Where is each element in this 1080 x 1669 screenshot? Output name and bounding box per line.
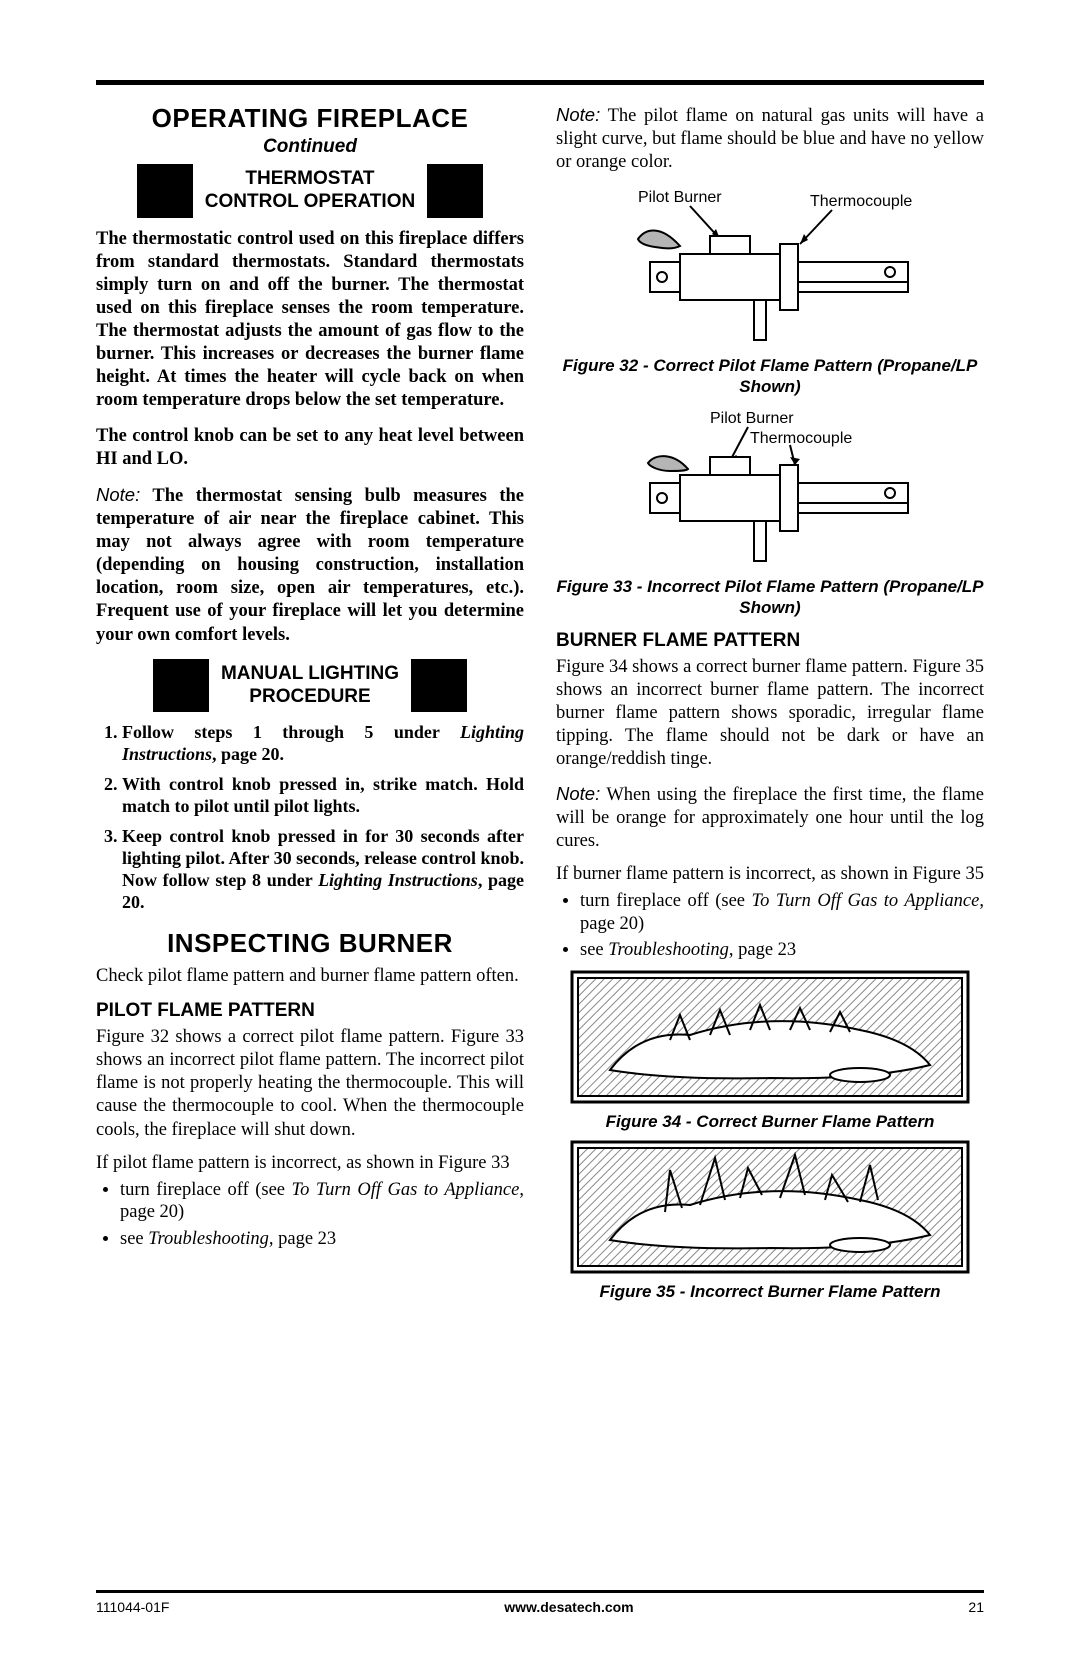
i: Lighting Instructions [318, 870, 478, 890]
t2: , page 20. [212, 744, 284, 764]
t2: , page 23 [729, 940, 796, 960]
t: turn fireplace off (see [120, 1180, 292, 1200]
footer-pagenum: 21 [968, 1599, 984, 1615]
thermo-note: Note: The thermostat sensing bulb measur… [96, 483, 524, 647]
black-box-left-2 [153, 659, 209, 713]
heading-thermostat-text: THERMOSTAT CONTROL OPERATION [193, 164, 427, 218]
line1: MANUAL LIGHTING [221, 663, 399, 684]
page-columns: OPERATING FIREPLACE Continued THERMOSTAT… [96, 103, 984, 1309]
pilot-para-1: Figure 32 shows a correct pilot flame pa… [96, 1026, 524, 1142]
right-top-note: Note: The pilot flame on natural gas uni… [556, 103, 984, 174]
footer-docnum: 111044-01F [96, 1599, 169, 1615]
line2: CONTROL OPERATION [205, 191, 415, 212]
step-2: With control knob pressed in, strike mat… [122, 774, 524, 818]
heading-pilot-flame: PILOT FLAME PATTERN [96, 1000, 524, 1022]
page-footer: 111044-01F www.desatech.com 21 [96, 1590, 984, 1615]
footer-url: www.desatech.com [504, 1599, 633, 1615]
figure-32-caption: Figure 32 - Correct Pilot Flame Pattern … [556, 356, 984, 397]
footer-rule [96, 1590, 984, 1593]
figure-33: Pilot Burner Thermocouple [556, 405, 984, 618]
heading-operating: OPERATING FIREPLACE [96, 103, 524, 134]
black-box-right [427, 164, 483, 218]
label-tc: Thermocouple [810, 193, 912, 210]
t: see [580, 940, 608, 960]
footer-row: 111044-01F www.desatech.com 21 [96, 1599, 984, 1615]
t2: , page 23 [269, 1229, 336, 1249]
manual-steps: Follow steps 1 through 5 under Lighting … [96, 722, 524, 914]
figure-35-caption: Figure 35 - Incorrect Burner Flame Patte… [556, 1282, 984, 1302]
pilot-bullets: turn fireplace off (see To Turn Off Gas … [96, 1179, 524, 1251]
pilot-bullet-2: see Troubleshooting, page 23 [120, 1228, 524, 1251]
burner-note: Note: When using the fireplace the first… [556, 782, 984, 853]
i: Troubleshooting [148, 1229, 269, 1249]
note-lead: Note: [556, 104, 600, 125]
figure-33-caption: Figure 33 - Incorrect Pilot Flame Patter… [556, 577, 984, 618]
figure-34-caption: Figure 34 - Correct Burner Flame Pattern [556, 1112, 984, 1132]
i: Troubleshooting [608, 940, 729, 960]
thermo-para-1: The thermostatic control used on this fi… [96, 228, 524, 413]
i: To Turn Off Gas to Appliance [752, 891, 980, 911]
figure-35: Figure 35 - Incorrect Burner Flame Patte… [556, 1140, 984, 1302]
pilot-diagram-correct: Pilot Burner Thermocouple [590, 184, 950, 354]
pilot-para-2: If pilot flame pattern is incorrect, as … [96, 1152, 524, 1175]
right-column: Note: The pilot flame on natural gas uni… [556, 103, 984, 1309]
continued-label: Continued [96, 136, 524, 158]
line1: THERMOSTAT [245, 168, 374, 189]
inspect-para: Check pilot flame pattern and burner fla… [96, 965, 524, 988]
top-rule [96, 80, 984, 85]
label-pilot: Pilot Burner [710, 410, 794, 427]
note-body: The thermostat sensing bulb measures the… [96, 486, 524, 645]
note-lead: Note: [96, 484, 140, 505]
figure-34: Figure 34 - Correct Burner Flame Pattern [556, 970, 984, 1132]
heading-thermostat: THERMOSTAT CONTROL OPERATION [96, 164, 524, 218]
burner-para-1: Figure 34 shows a correct burner flame p… [556, 656, 984, 772]
burner-diagram-correct [570, 970, 970, 1110]
heading-burner-flame: BURNER FLAME PATTERN [556, 630, 984, 652]
left-column: OPERATING FIREPLACE Continued THERMOSTAT… [96, 103, 524, 1309]
label-tc: Thermocouple [750, 430, 852, 447]
label-pilot: Pilot Burner [638, 189, 722, 206]
burner-bullet-2: see Troubleshooting, page 23 [580, 939, 984, 962]
t: turn fireplace off (see [580, 891, 752, 911]
burner-para-2: If burner flame pattern is incorrect, as… [556, 863, 984, 886]
step-3: Keep control knob pressed in for 30 seco… [122, 826, 524, 914]
t: Follow steps 1 through 5 under [122, 722, 460, 742]
burner-bullets: turn fireplace off (see To Turn Off Gas … [556, 890, 984, 962]
line2: PROCEDURE [249, 686, 370, 707]
i: To Turn Off Gas to Appliance [292, 1180, 520, 1200]
heading-inspecting: INSPECTING BURNER [96, 928, 524, 959]
step-1: Follow steps 1 through 5 under Lighting … [122, 722, 524, 766]
black-box-right-2 [411, 659, 467, 713]
figure-32: Pilot Burner Thermocouple [556, 184, 984, 397]
burner-bullet-1: turn fireplace off (see To Turn Off Gas … [580, 890, 984, 935]
black-box-left [137, 164, 193, 218]
pilot-diagram-incorrect: Pilot Burner Thermocouple [590, 405, 950, 575]
note-body: The pilot flame on natural gas units wil… [556, 106, 984, 172]
heading-manual-lighting: MANUAL LIGHTING PROCEDURE [96, 659, 524, 713]
note-body: When using the fireplace the first time,… [556, 785, 984, 851]
t: see [120, 1229, 148, 1249]
heading-manual-text: MANUAL LIGHTING PROCEDURE [209, 659, 411, 713]
burner-diagram-incorrect [570, 1140, 970, 1280]
thermo-para-2: The control knob can be set to any heat … [96, 425, 524, 471]
note-lead: Note: [556, 783, 600, 804]
pilot-bullet-1: turn fireplace off (see To Turn Off Gas … [120, 1179, 524, 1224]
